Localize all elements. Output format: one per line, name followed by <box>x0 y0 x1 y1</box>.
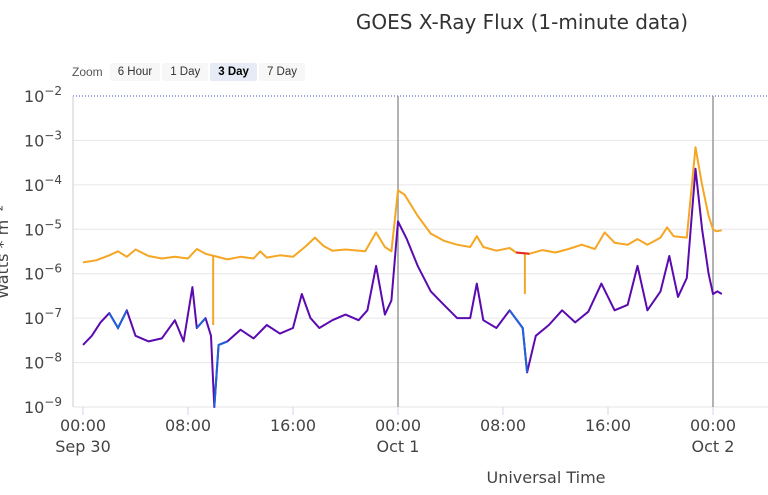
y-tick-label: 10−5 <box>24 217 62 239</box>
short-channel-highlight <box>196 317 207 329</box>
zoom-3-day-button[interactable]: 3 Day <box>210 63 257 81</box>
x-axis-title: Universal Time <box>486 468 605 487</box>
x-tick-label: 00:00 <box>375 416 421 435</box>
long-channel-line <box>82 146 722 264</box>
x-tick-date-label: Oct 1 <box>377 437 420 456</box>
y-tick-label: 10−7 <box>24 306 62 328</box>
zoom-label: Zoom <box>72 65 103 79</box>
short-channel-highlight <box>508 309 529 373</box>
y-tick-label: 10−6 <box>24 262 62 284</box>
x-axis-ticks: 00:00 Sep 30 08:00 16:00 00:00 Oct 1 08:00 16:0… <box>55 416 736 456</box>
x-tick-label: 08:00 <box>480 416 526 435</box>
y-tick-label: 10−4 <box>24 173 62 195</box>
long-channel-highlight <box>516 251 530 255</box>
grid-lines <box>72 95 768 415</box>
x-tick-label: 00:00 <box>690 416 736 435</box>
x-tick-date-label: Sep 30 <box>55 437 111 456</box>
series-lines <box>82 146 723 408</box>
zoom-1-day-button[interactable]: 1 Day <box>162 63 209 81</box>
x-tick-label: 16:00 <box>270 416 316 435</box>
y-tick-label: 10−2 <box>24 84 62 106</box>
day-markers <box>397 96 714 407</box>
short-channel-highlight <box>108 309 128 331</box>
y-tick-label: 10−9 <box>24 395 62 417</box>
y-tick-label: 10−3 <box>24 128 62 150</box>
zoom-toolbar: Zoom 6 Hour 1 Day 3 Day 7 Day <box>72 61 307 83</box>
y-tick-label: 10−8 <box>24 351 62 373</box>
y-axis-ticks: 10−2 10−3 10−4 10−5 10−6 10−7 10−8 10−9 <box>24 84 62 417</box>
y-axis-title: Watts * m⁻² <box>0 205 12 299</box>
x-tick-label: 00:00 <box>60 416 106 435</box>
x-tick-label: 16:00 <box>585 416 631 435</box>
x-tick-label: 08:00 <box>165 416 211 435</box>
x-tick-date-label: Oct 2 <box>692 437 735 456</box>
zoom-6-hour-button[interactable]: 6 Hour <box>109 63 161 81</box>
zoom-7-day-button[interactable]: 7 Day <box>258 63 305 81</box>
short-channel-line <box>82 167 723 408</box>
chart-title: GOES X-Ray Flux (1-minute data) <box>355 10 689 34</box>
short-channel-highlight <box>213 340 228 408</box>
